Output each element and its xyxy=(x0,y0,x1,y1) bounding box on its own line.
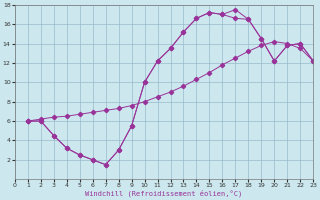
X-axis label: Windchill (Refroidissement éolien,°C): Windchill (Refroidissement éolien,°C) xyxy=(85,190,243,197)
